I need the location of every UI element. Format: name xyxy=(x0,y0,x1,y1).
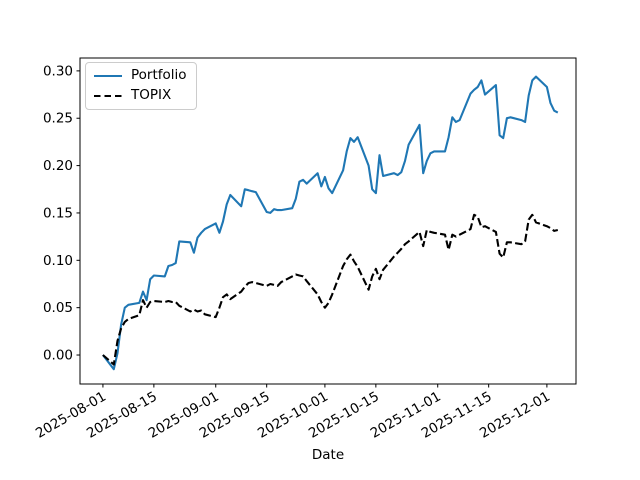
plot-border xyxy=(79,57,577,385)
legend-item-topix: TOPIX xyxy=(93,89,189,103)
legend-item-portfolio: Portfolio xyxy=(93,69,189,83)
legend-label-topix: TOPIX xyxy=(131,87,172,104)
topix-line-sample xyxy=(94,94,122,98)
portfolio-line xyxy=(102,75,559,371)
y-tick-label: 0.25 xyxy=(43,111,73,127)
y-tick-label: 0.30 xyxy=(43,63,73,79)
x-axis-title: Date xyxy=(312,447,344,463)
y-tick-label: 0.10 xyxy=(43,253,73,269)
y-tick-label: 0.05 xyxy=(43,300,73,316)
y-tick-label: 0.20 xyxy=(43,158,73,174)
y-tick-label: 0.00 xyxy=(43,348,73,364)
y-tick-label: 0.15 xyxy=(43,205,73,221)
portfolio-line-sample xyxy=(94,74,122,78)
topix-line xyxy=(102,213,559,366)
legend-label-portfolio: Portfolio xyxy=(131,67,187,84)
legend: Portfolio TOPIX xyxy=(85,62,197,110)
